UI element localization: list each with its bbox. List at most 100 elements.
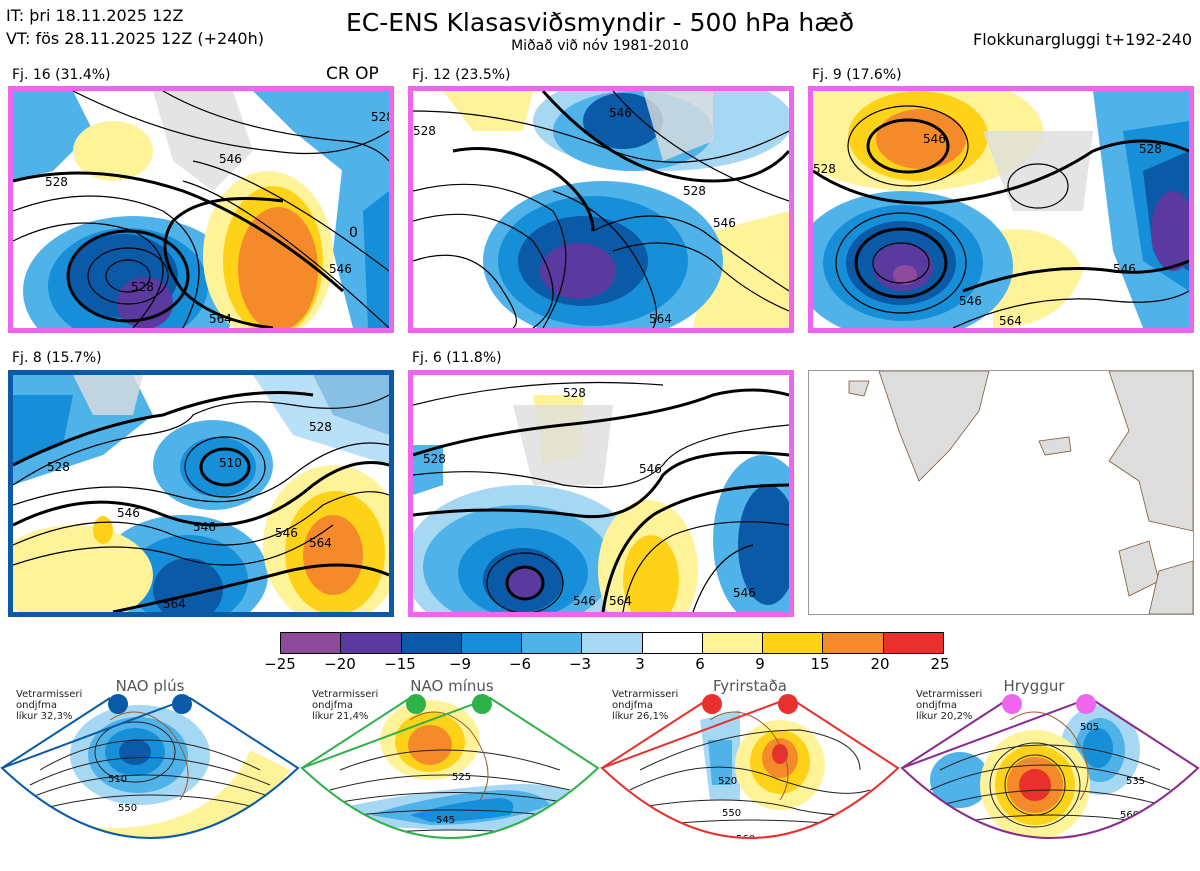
- contour-label: 565: [446, 850, 465, 861]
- regime-marker-ridge: [1076, 694, 1096, 714]
- regime-marker-nao-plus: [172, 694, 192, 714]
- colorbar-tick: 25: [930, 655, 950, 673]
- contour-label: 564: [609, 594, 632, 608]
- contour-label: 560: [1120, 810, 1139, 821]
- contour-label: 564: [163, 597, 186, 611]
- contour-label: 564: [209, 312, 232, 326]
- contour-label: 546: [609, 106, 632, 120]
- regime-title-blocking: Fyrirstaða: [713, 677, 787, 695]
- cluster-label-1: Fj. 16 (31.4%): [12, 67, 111, 83]
- regime-marker-nao-minus: [472, 694, 492, 714]
- regime-map-blocking: 520 550 560: [600, 696, 900, 845]
- cluster-label-3: Fj. 9 (17.6%): [812, 67, 902, 83]
- anomaly-colorbar: [280, 632, 944, 654]
- regime-info-nao-plus: Vetrarmisseri ondjfma líkur 32,3%: [16, 689, 83, 722]
- regime-info-ridge: Vetrarmisseri ondjfma líkur 20,2%: [916, 689, 983, 722]
- page-title: EC-ENS Klasasviðsmyndir - 500 hPa hæð: [345, 8, 855, 37]
- contour-label: 528: [813, 162, 836, 176]
- contour-label: 546: [275, 526, 298, 540]
- cluster-map-2: 528 528 546 564 546: [408, 86, 794, 333]
- colorbar-bin: [281, 633, 342, 653]
- contour-label: 564: [999, 314, 1022, 328]
- regime-info-nao-minus: Vetrarmisseri ondjfma líkur 21,4%: [312, 689, 379, 722]
- colorbar-bin: [341, 633, 402, 653]
- colorbar-bin: [522, 633, 583, 653]
- contour-label: 546: [733, 586, 756, 600]
- contour-label: 528: [683, 184, 706, 198]
- cluster-map-4: 510 528 528 546 546 564 564 546: [8, 370, 394, 617]
- contour-label: 546: [573, 594, 596, 608]
- initial-time: IT: þri 18.11.2025 12Z: [6, 6, 184, 25]
- colorbar-tick: 9: [755, 655, 765, 673]
- contour-label: 535: [1126, 776, 1145, 787]
- colorbar-tick: 3: [635, 655, 645, 673]
- regime-marker-ridge: [1002, 694, 1022, 714]
- regime-marker-nao-minus: [406, 694, 426, 714]
- regime-marker-blocking: [702, 694, 722, 714]
- contour-label: 528: [423, 452, 446, 466]
- contour-label: 528: [413, 124, 436, 138]
- cluster-label-5: Fj. 6 (11.8%): [412, 350, 502, 366]
- contour-label: 546: [329, 262, 352, 276]
- contour-label: 520: [718, 776, 737, 787]
- contour-label: 564: [649, 312, 672, 326]
- contour-label: 546: [713, 216, 736, 230]
- colorbar-bin: [763, 633, 824, 653]
- contour-label: 510: [108, 774, 127, 785]
- contour-label: 550: [118, 803, 137, 814]
- contour-label: 510: [219, 456, 242, 470]
- contour-label: 0: [349, 225, 358, 241]
- colorbar-tick: −25: [264, 655, 296, 673]
- colorbar-tick: 15: [810, 655, 830, 673]
- cluster-map-1: 528 528 528 546 546 564 0: [8, 86, 394, 333]
- regime-marker-blocking: [778, 694, 798, 714]
- colorbar-bin: [401, 633, 462, 653]
- contour-label: 546: [117, 506, 140, 520]
- colorbar-bin: [642, 633, 703, 653]
- cluster-label-4: Fj. 8 (15.7%): [12, 350, 102, 366]
- colorbar-tick: −9: [448, 655, 472, 673]
- contour-label: 546: [639, 462, 662, 476]
- contour-label: 545: [436, 815, 455, 826]
- regime-info-blocking: Vetrarmisseri ondjfma líkur 26,1%: [612, 689, 679, 722]
- contour-label: 528: [371, 110, 389, 124]
- colorbar-tick: −3: [568, 655, 592, 673]
- colorbar-bin: [823, 633, 884, 653]
- regime-title-nao-minus: NAO mínus: [410, 677, 494, 695]
- regime-map-nao-plus: 510 550: [0, 696, 300, 839]
- regime-marker-nao-plus: [108, 694, 128, 714]
- colorbar-tick: −6: [508, 655, 532, 673]
- cluster-map-3: 528 528 546 546 546 564: [808, 86, 1194, 333]
- colorbar-tick: −20: [324, 655, 356, 673]
- contour-label: 550: [722, 808, 741, 819]
- cluster-tag-1: CR OP: [326, 64, 379, 84]
- contour-label: 560: [736, 834, 755, 845]
- contour-label: 546: [959, 294, 982, 308]
- colorbar-tick: 6: [695, 655, 705, 673]
- colorbar-bin: [702, 633, 764, 653]
- contour-label: 546: [923, 132, 946, 146]
- colorbar-bin: [461, 633, 523, 653]
- page-subtitle: Miðað við nóv 1981-2010: [511, 38, 689, 54]
- regime-map-nao-minus: 525 545 565: [300, 696, 600, 861]
- contour-label: 564: [309, 536, 332, 550]
- contour-label: 546: [193, 520, 216, 534]
- contour-label: 528: [1139, 142, 1162, 156]
- contour-label: 546: [1113, 262, 1136, 276]
- contour-label: 528: [563, 386, 586, 400]
- contour-label: 525: [452, 772, 471, 783]
- regime-map-ridge: 505 535 560: [900, 696, 1200, 839]
- classification-window: Flokkunargluggi t+192-240: [973, 30, 1192, 49]
- colorbar-tick: −15: [384, 655, 416, 673]
- cluster-map-5: 528 528 546 546 564 546: [408, 370, 794, 617]
- header-info: IT: þri 18.11.2025 12Z VT: fös 28.11.202…: [6, 4, 264, 50]
- valid-time: VT: fös 28.11.2025 12Z (+240h): [6, 29, 264, 48]
- contour-label: 528: [131, 280, 154, 294]
- contour-label: 528: [309, 420, 332, 434]
- cluster-label-2: Fj. 12 (23.5%): [412, 67, 511, 83]
- contour-label: 546: [219, 152, 242, 166]
- contour-label: 528: [45, 175, 68, 189]
- colorbar-bin: [582, 633, 643, 653]
- colorbar-bin: [883, 633, 943, 653]
- regime-title-ridge: Hryggur: [1003, 677, 1065, 695]
